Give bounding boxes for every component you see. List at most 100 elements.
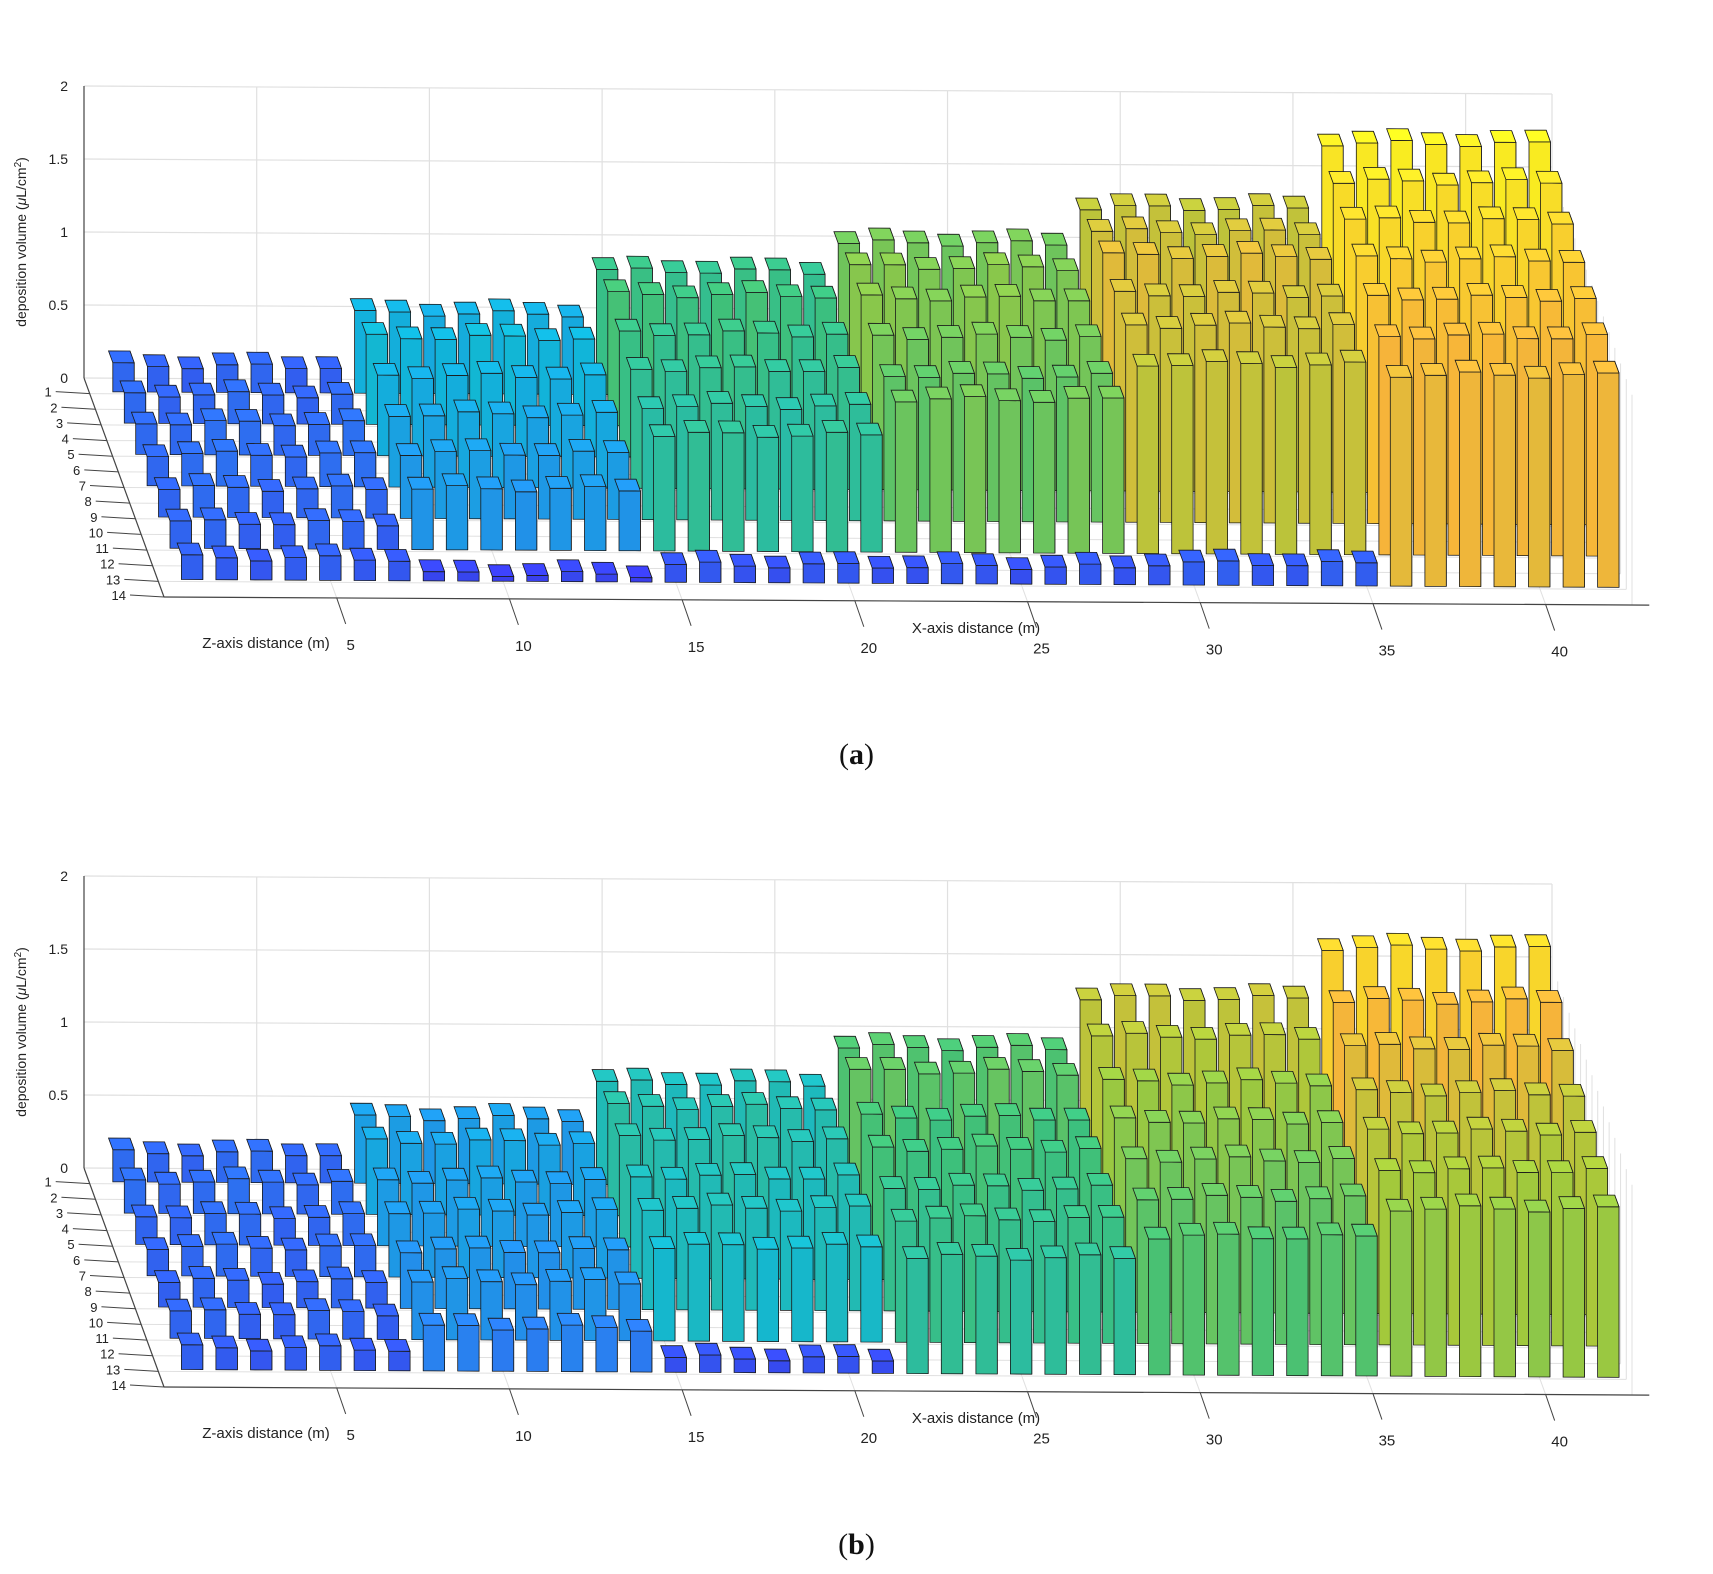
- bar-front-face: [871, 1360, 894, 1374]
- bar-front-face: [1148, 565, 1171, 586]
- bar-front-face: [284, 557, 307, 581]
- bar-top-face: [925, 1107, 953, 1121]
- bar-front-face: [1182, 1234, 1205, 1376]
- bar-x27-z11: [1063, 385, 1091, 554]
- bar-top-face: [280, 1335, 307, 1349]
- bar-top-face: [153, 1171, 181, 1185]
- bar-front-face: [1597, 1206, 1620, 1378]
- bar-top-face: [223, 1166, 250, 1180]
- bar-front-face: [250, 560, 273, 581]
- bar-front-face: [595, 1327, 618, 1373]
- z-tick-label: 12: [100, 1347, 114, 1362]
- bar-top-face: [269, 1206, 296, 1220]
- bar-top-face: [395, 443, 423, 456]
- bar-top-face: [556, 1312, 584, 1326]
- z-tick-label: 7: [79, 479, 86, 494]
- bar-top-face: [1512, 1033, 1540, 1047]
- bar-top-face: [1350, 550, 1378, 564]
- bar-top-face: [936, 1136, 964, 1150]
- x-tick-mark: [1199, 602, 1210, 629]
- bar-top-face: [1270, 1070, 1298, 1084]
- bar-x21-z13: [867, 555, 895, 584]
- bar-top-face: [1374, 205, 1402, 219]
- bar-top-face: [833, 355, 860, 368]
- bar-top-face: [1074, 1136, 1102, 1149]
- bar-top-face: [1362, 986, 1390, 999]
- bar-top-face: [591, 1315, 618, 1329]
- bar-top-face: [879, 252, 907, 266]
- z-tick-mark: [112, 1337, 147, 1341]
- bar-top-face: [637, 1197, 665, 1211]
- z-tick-mark: [129, 1384, 165, 1388]
- z-axis-label: Z-axis distance (m): [202, 635, 330, 652]
- bar-top-face: [338, 1201, 365, 1215]
- bar-top-face: [1523, 1082, 1551, 1096]
- bar-top-face: [1374, 324, 1401, 338]
- bar-x41-z13: [1558, 1196, 1586, 1378]
- bar-x6-z9: [326, 1266, 354, 1309]
- bar-x21-z13: [867, 1348, 895, 1374]
- bar-front-face: [526, 1328, 549, 1372]
- bar-front-face: [480, 488, 503, 551]
- bar-top-face: [1489, 1078, 1517, 1092]
- bar-top-face: [971, 321, 999, 335]
- bar-top-face: [452, 559, 480, 573]
- bar-top-face: [901, 1246, 929, 1259]
- y-tick-label: 2: [60, 868, 68, 884]
- bar-top-face: [1351, 243, 1379, 257]
- bar-top-face: [936, 325, 964, 338]
- bar-top-face: [521, 1316, 549, 1330]
- bar-x8-z13: [418, 559, 446, 582]
- bar-x16-z13: [694, 549, 722, 583]
- bar-top-face: [1143, 1226, 1171, 1240]
- bar-top-face: [1120, 312, 1148, 326]
- bar-top-face: [107, 1137, 135, 1151]
- bar-top-face: [545, 1171, 573, 1185]
- bar-top-face: [1097, 385, 1125, 399]
- bar-x1-z13: [176, 1332, 204, 1371]
- bar-top-face: [268, 512, 296, 526]
- bar-x6-z13: [349, 1337, 377, 1372]
- z-tick-mark: [89, 485, 125, 488]
- bar-top-face: [1385, 364, 1413, 378]
- bar-top-face: [729, 256, 757, 270]
- bar-front-face: [388, 1350, 411, 1372]
- bar-x3-z5: [199, 408, 227, 456]
- bar-top-face: [879, 1176, 906, 1189]
- bar-top-face: [223, 379, 250, 393]
- bar-top-face: [1328, 990, 1356, 1003]
- bar-top-face: [591, 400, 619, 413]
- bar-top-face: [856, 282, 884, 296]
- bar-top-face: [1454, 1193, 1482, 1207]
- bar-x4-z13: [280, 1335, 307, 1371]
- bar-top-face: [1247, 1107, 1275, 1121]
- bar-top-face: [1132, 242, 1160, 255]
- bar-top-face: [706, 1094, 734, 1107]
- bar-x15-z11: [648, 424, 676, 552]
- bar-front-face: [376, 525, 400, 550]
- bar-front-face: [1309, 364, 1332, 556]
- bar-top-face: [695, 260, 722, 274]
- bar-top-face: [694, 1342, 722, 1356]
- bar-top-face: [234, 1301, 262, 1315]
- bar-front-face: [1240, 362, 1263, 555]
- bar-top-face: [314, 1333, 342, 1347]
- bar-x25-z11: [994, 388, 1021, 554]
- bar-front-face: [664, 1356, 687, 1373]
- bar-top-face: [464, 1127, 492, 1141]
- bar-top-face: [372, 1303, 400, 1317]
- bar-top-face: [1443, 1037, 1471, 1050]
- bar-top-face: [936, 1038, 964, 1052]
- bar-front-face: [584, 486, 607, 552]
- bar-top-face: [395, 1131, 423, 1144]
- bar-top-face: [787, 324, 814, 338]
- bar-top-face: [499, 1128, 527, 1142]
- bar-top-face: [1592, 1194, 1620, 1208]
- bar-top-face: [902, 327, 929, 340]
- y-tick-label: 0: [60, 370, 68, 386]
- bar-top-face: [1006, 228, 1033, 242]
- bar-top-face: [1569, 1119, 1597, 1133]
- z-tick-label: 10: [89, 1315, 103, 1330]
- bar-front-face: [722, 432, 745, 552]
- floor-grid-z: [158, 1370, 1627, 1380]
